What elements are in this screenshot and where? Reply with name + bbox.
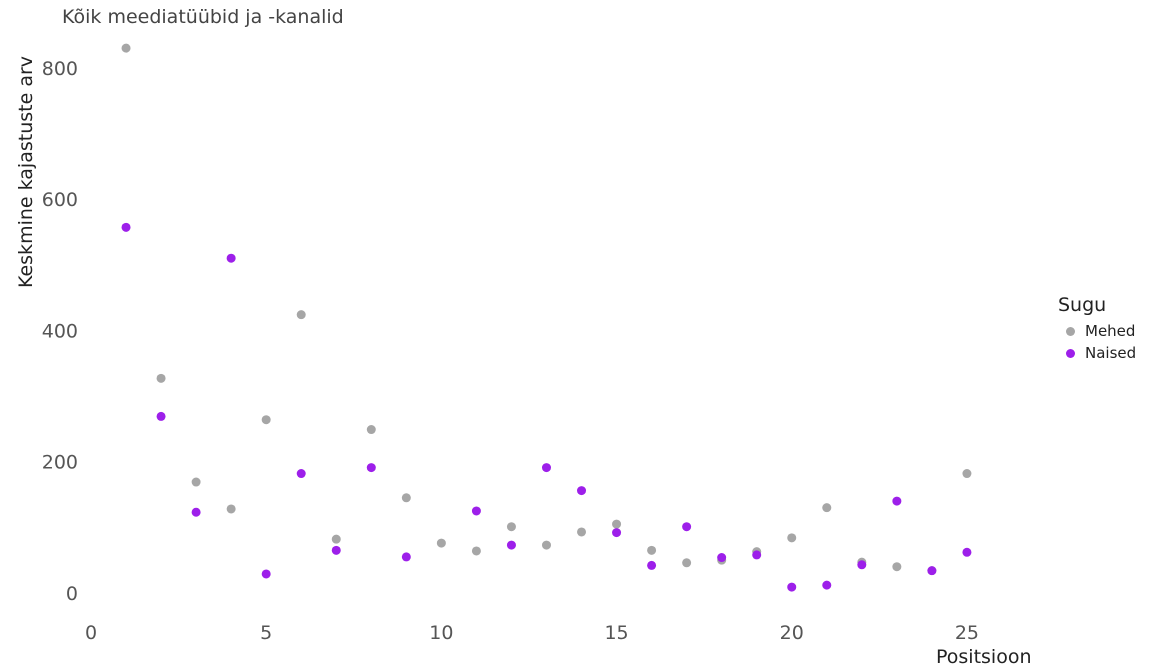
data-point-naised (612, 528, 621, 537)
data-point-mehed (157, 374, 166, 383)
data-point-mehed (962, 469, 971, 478)
data-point-naised (297, 469, 306, 478)
data-point-mehed (542, 541, 551, 550)
data-point-naised (262, 569, 271, 578)
legend-label-mehed: Mehed (1085, 322, 1135, 340)
data-point-mehed (612, 520, 621, 529)
legend-label-naised: Naised (1085, 344, 1136, 362)
data-point-mehed (787, 533, 796, 542)
series-mehed (122, 44, 972, 576)
data-point-mehed (577, 527, 586, 536)
legend-title: Sugu (1058, 294, 1136, 316)
y-tick-label: 0 (66, 583, 78, 605)
x-tick-label: 20 (780, 622, 804, 644)
x-tick-label: 15 (604, 622, 628, 644)
y-tick-label: 400 (42, 320, 78, 342)
data-point-mehed (122, 44, 131, 53)
series-naised (122, 223, 972, 592)
x-axis-label: Positsioon (936, 646, 1032, 668)
y-tick-label: 600 (42, 189, 78, 211)
data-point-naised (507, 541, 516, 550)
data-point-naised (752, 550, 761, 559)
data-point-naised (787, 583, 796, 592)
data-point-naised (332, 546, 341, 555)
data-point-naised (472, 506, 481, 515)
legend-item-naised: Naised (1058, 342, 1136, 364)
legend-item-mehed: Mehed (1058, 320, 1136, 342)
data-point-naised (647, 561, 656, 570)
y-tick-label: 800 (42, 58, 78, 80)
data-point-naised (542, 463, 551, 472)
data-point-mehed (402, 493, 411, 502)
data-point-mehed (367, 425, 376, 434)
chart-title: Kõik meediatüübid ja -kanalid (62, 6, 344, 28)
y-tick-label: 200 (42, 452, 78, 474)
data-point-naised (682, 522, 691, 531)
data-point-mehed (507, 522, 516, 531)
data-point-naised (192, 508, 201, 517)
data-point-naised (892, 497, 901, 506)
data-point-mehed (892, 562, 901, 571)
data-point-mehed (647, 546, 656, 555)
legend-marker-naised (1066, 349, 1075, 358)
data-point-mehed (227, 504, 236, 513)
data-point-mehed (437, 539, 446, 548)
data-point-mehed (682, 558, 691, 567)
x-tick-label: 0 (85, 622, 97, 644)
x-tick-label: 5 (260, 622, 272, 644)
legend-marker-mehed (1066, 327, 1075, 336)
x-tick-label: 25 (955, 622, 979, 644)
data-point-naised (927, 566, 936, 575)
x-tick-label: 10 (429, 622, 453, 644)
y-axis-label: Keskmine kajastuste arv (15, 56, 37, 288)
data-point-naised (122, 223, 131, 232)
data-point-naised (962, 548, 971, 557)
data-point-mehed (822, 503, 831, 512)
data-point-naised (857, 560, 866, 569)
data-point-naised (717, 553, 726, 562)
data-point-naised (822, 581, 831, 590)
data-point-naised (402, 552, 411, 561)
data-point-mehed (192, 478, 201, 487)
legend: Sugu Mehed Naised (1058, 294, 1136, 364)
data-point-mehed (472, 546, 481, 555)
data-point-mehed (297, 310, 306, 319)
data-point-naised (577, 486, 586, 495)
data-point-mehed (332, 535, 341, 544)
data-point-naised (227, 254, 236, 263)
data-point-mehed (262, 415, 271, 424)
data-point-naised (157, 412, 166, 421)
data-point-naised (367, 463, 376, 472)
